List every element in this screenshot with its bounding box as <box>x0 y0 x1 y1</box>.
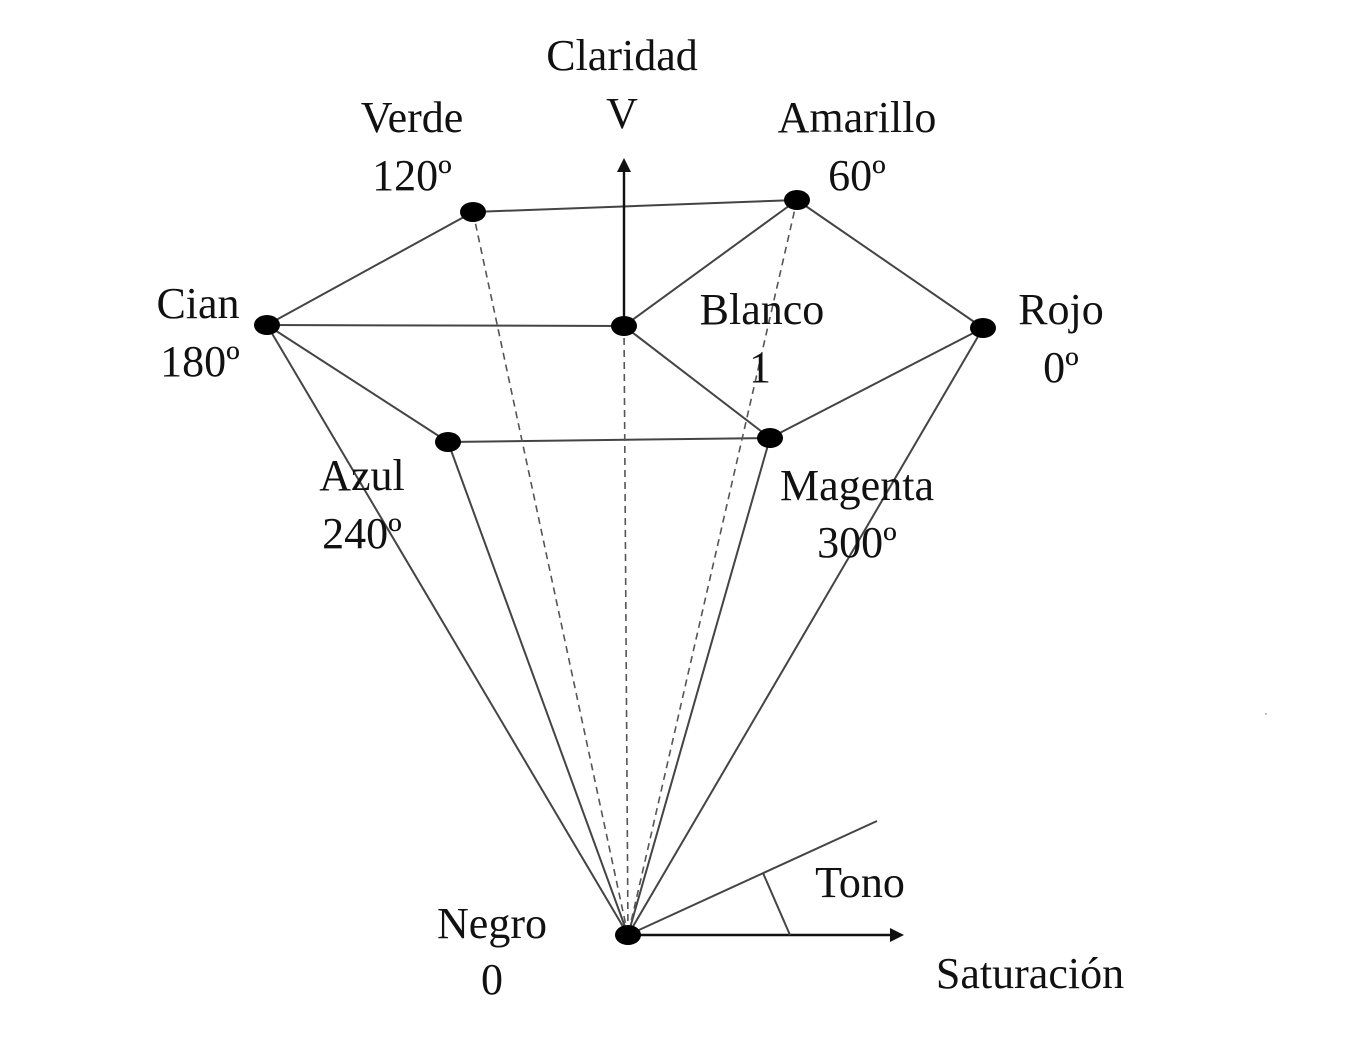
edge-cian-blanco <box>266 324 625 327</box>
tono-ray <box>627 820 878 936</box>
edge-amarillo-rojo <box>796 199 984 329</box>
saturacion-label: Saturación <box>936 949 1124 998</box>
edge-amarillo-blanco <box>623 199 798 327</box>
edge-azul-cian <box>266 324 449 443</box>
edge-verde-amarillo <box>472 199 798 213</box>
vertex-azul <box>435 432 461 452</box>
verde-value: 120º <box>372 151 452 200</box>
cian-label: Cian <box>156 279 239 328</box>
tono-angle-mark <box>762 872 791 936</box>
magenta-label: Magenta <box>780 461 934 510</box>
cian-value: 180º <box>160 337 240 386</box>
amarillo-label: Amarillo <box>778 93 937 142</box>
vertex-verde <box>460 202 486 222</box>
vertex-points <box>254 190 996 945</box>
tono-label: Tono <box>815 858 905 907</box>
dashed-blanco-negro <box>623 325 629 936</box>
negro-value: 0 <box>481 955 503 1004</box>
edge-cian-verde <box>266 211 474 326</box>
rojo-value: 0º <box>1043 343 1079 392</box>
magenta-value: 300º <box>817 518 897 567</box>
vertex-negro <box>615 925 641 945</box>
amarillo-value: 60º <box>828 151 886 200</box>
blanco-label: Blanco <box>700 285 825 334</box>
rojo-label: Rojo <box>1018 285 1104 334</box>
azul-value: 240º <box>322 509 402 558</box>
scan-speck <box>1265 713 1267 715</box>
blanco-value: 1 <box>749 343 771 392</box>
edge-azul-negro <box>447 441 629 936</box>
hexagon-edges <box>266 199 984 443</box>
vertex-rojo <box>970 318 996 338</box>
vertex-magenta <box>757 428 783 448</box>
dashed-verde-negro <box>472 211 629 936</box>
azul-label: Azul <box>319 451 405 500</box>
cone-edges <box>266 324 984 936</box>
edge-magenta-azul <box>447 437 771 443</box>
vertex-cian <box>254 315 280 335</box>
claridad-symbol: V <box>606 89 638 138</box>
hidden-edges <box>472 199 798 936</box>
vertex-blanco <box>611 316 637 336</box>
edge-rojo-negro <box>627 327 984 936</box>
edge-magenta-negro <box>627 437 771 936</box>
edge-blanco-magenta <box>623 325 771 439</box>
axes <box>617 158 904 942</box>
dashed-amarillo-negro <box>627 199 798 936</box>
edge-cian-negro <box>266 324 629 936</box>
internal-edges <box>266 199 798 439</box>
claridad-label: Claridad <box>546 31 698 80</box>
verde-label: Verde <box>361 93 464 142</box>
vertex-amarillo <box>784 190 810 210</box>
negro-label: Negro <box>437 899 547 948</box>
edge-rojo-magenta <box>769 327 984 439</box>
